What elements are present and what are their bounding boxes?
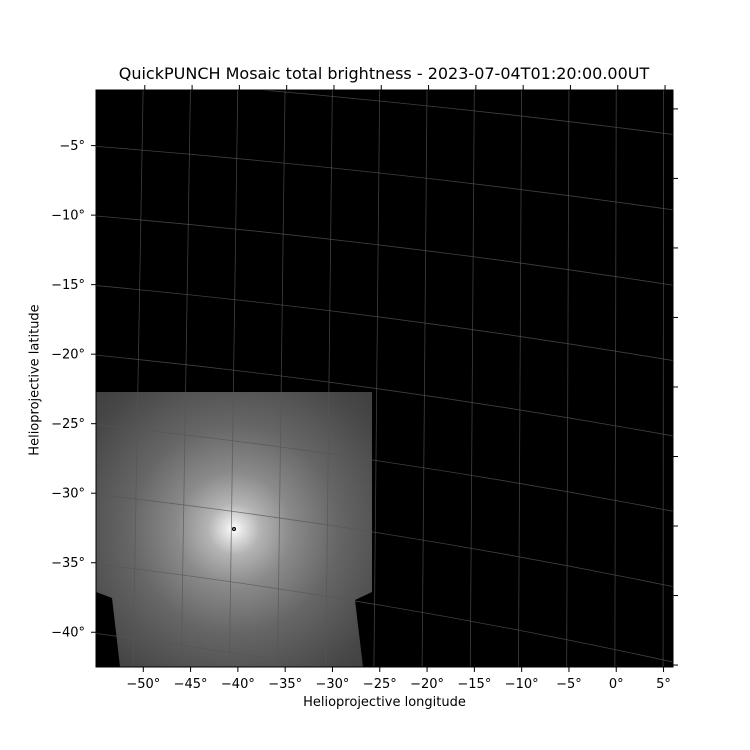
axis-ticks: −50° −45° −40° −35° −30° −25° −20° −15° −10° −5° 0… — [51, 85, 678, 692]
parallel-line — [96, 493, 673, 588]
meridian-line — [373, 90, 381, 667]
y-tick-label: −20° — [51, 348, 85, 363]
y-tick-label: −10° — [51, 209, 85, 224]
y-tick-label: −35° — [51, 556, 85, 571]
x-tick-label: −25° — [363, 677, 397, 692]
x-tick-label: −30° — [316, 677, 350, 692]
meridian-line — [566, 90, 570, 667]
x-tick-label: −45° — [174, 677, 208, 692]
meridian-line — [469, 90, 475, 667]
y-tick-label: −40° — [51, 626, 85, 641]
y-tick-label: −30° — [51, 487, 85, 502]
plot-area: −50° −45° −40° −35° −30° −25° −20° −15° −10° −5° 0… — [51, 85, 678, 692]
parallel-line — [96, 285, 673, 361]
sun-center-dot — [233, 528, 235, 530]
meridian-line — [421, 90, 428, 667]
x-tick-label: −50° — [126, 677, 160, 692]
x-tick-label: −15° — [457, 677, 491, 692]
x-tick-label: 0° — [609, 677, 624, 692]
parallel-line — [257, 90, 673, 135]
parallel-line — [96, 633, 325, 667]
meridian-line — [662, 90, 664, 667]
parallel-line — [96, 145, 673, 211]
y-tick-label: −15° — [51, 278, 85, 293]
x-tick-label: 5° — [656, 677, 671, 692]
meridian-line — [518, 90, 522, 667]
meridian-line — [614, 90, 617, 667]
parallel-line — [96, 215, 673, 286]
parallel-line — [96, 354, 673, 437]
chart-title: QuickPUNCH Mosaic total brightness - 202… — [118, 64, 650, 83]
y-tick-label: −5° — [59, 139, 85, 154]
x-tick-label: −20° — [410, 677, 444, 692]
x-axis-label: Helioprojective longitude — [303, 695, 466, 710]
y-tick-label: −25° — [51, 417, 85, 432]
x-tick-label: −40° — [221, 677, 255, 692]
x-tick-label: −10° — [505, 677, 539, 692]
parallel-line — [96, 424, 673, 512]
parallel-line — [96, 563, 673, 663]
x-tick-label: −5° — [556, 677, 582, 692]
x-tick-label: −35° — [268, 677, 302, 692]
axes-frame — [95, 89, 674, 668]
